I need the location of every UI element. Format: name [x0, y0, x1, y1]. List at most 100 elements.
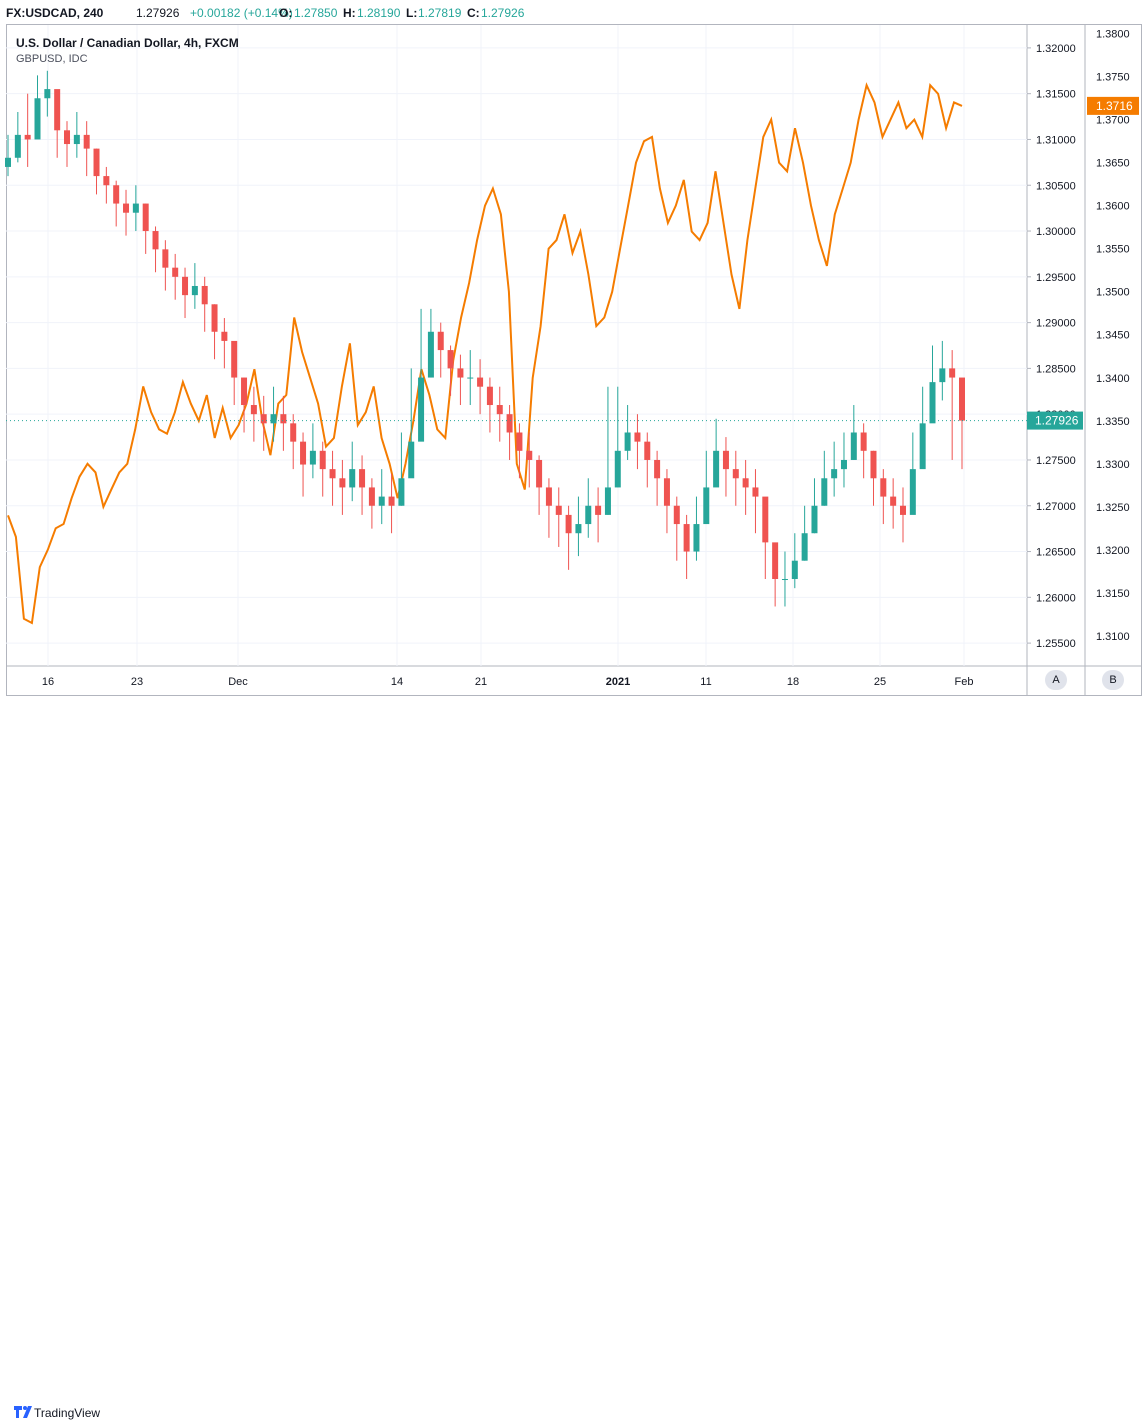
candle-body	[516, 432, 523, 451]
last-price: 1.27926	[136, 6, 180, 20]
candle-body	[496, 405, 503, 415]
close-value: 1.27926	[481, 6, 525, 20]
close-label: C:	[467, 6, 480, 20]
left-price-tick-label: 1.29500	[1036, 272, 1076, 284]
candle-body	[408, 441, 415, 479]
candle-body	[172, 267, 179, 277]
candle-body	[791, 560, 798, 580]
candle-body	[231, 340, 238, 378]
usdcad-last-price-badge	[1027, 411, 1083, 430]
left-price-tick-label: 1.25500	[1036, 638, 1076, 650]
open-value: 1.27850	[294, 6, 338, 20]
tradingview-brand[interactable]: TradingView	[34, 1406, 101, 1420]
time-tick-label: 25	[874, 676, 886, 688]
candle-body	[673, 505, 680, 525]
tradingview-logo-icon[interactable]	[14, 1404, 32, 1420]
candle-body	[349, 469, 356, 488]
right-price-tick-label: 1.3100	[1096, 631, 1130, 643]
time-tick-label: 16	[42, 676, 54, 688]
candle-body	[398, 478, 405, 506]
candle-body	[437, 331, 444, 351]
time-tick-label: 18	[787, 676, 799, 688]
candle-body	[506, 414, 513, 433]
candle-body	[860, 432, 867, 451]
candle-body	[359, 469, 366, 488]
candle-body	[378, 496, 385, 506]
symbol-header: FX:USDCAD, 240 1.27926 +0.00182 (+0.14%)…	[0, 0, 1144, 26]
candle-body	[585, 505, 592, 525]
candle-body	[467, 377, 474, 379]
candle-body	[250, 405, 257, 415]
right-price-tick-label: 1.3400	[1096, 373, 1130, 385]
candle-body	[447, 350, 454, 369]
symbol-label[interactable]: FX:USDCAD, 240	[6, 6, 104, 20]
time-tick-label: 11	[700, 676, 711, 688]
usdcad-candles	[5, 70, 965, 607]
right-price-tick-label: 1.3250	[1096, 502, 1130, 514]
candle-body	[959, 377, 965, 421]
right-price-tick-label: 1.3300	[1096, 459, 1130, 471]
right-price-tick-label: 1.3550	[1096, 244, 1130, 256]
candle-body	[54, 89, 61, 131]
candle-body	[949, 368, 956, 378]
candle-body	[113, 185, 120, 204]
candle-body	[821, 478, 828, 506]
auto-scale-b-button[interactable]: B	[1102, 670, 1124, 690]
candle-body	[909, 469, 916, 515]
candle-body	[781, 579, 788, 581]
candle-body	[329, 469, 336, 479]
candle-body	[103, 176, 110, 186]
candle-body	[191, 285, 198, 296]
time-tick-label: 21	[475, 676, 487, 688]
candle-body	[93, 148, 100, 177]
candle-body	[24, 134, 31, 140]
time-tick-label: 2021	[606, 676, 630, 688]
candle-body	[260, 414, 267, 424]
candle-body	[840, 459, 847, 470]
price-chart[interactable]: 1.32000 1.31500 1.31000 1.30500 1.30000 1.295…	[0, 0, 1144, 700]
candle-body	[280, 414, 287, 424]
candle-body	[142, 203, 149, 232]
candle-body	[64, 130, 71, 145]
candle-body	[742, 478, 749, 488]
candle-body	[939, 368, 946, 383]
candle-body	[752, 487, 759, 497]
right-price-tick-label: 1.3500	[1096, 287, 1130, 299]
candle-body	[309, 450, 316, 465]
gbpusd-last-price-badge	[1087, 96, 1139, 115]
right-price-tick-label: 1.3600	[1096, 201, 1130, 213]
candle-body	[899, 505, 906, 515]
auto-scale-a-button[interactable]: A	[1045, 670, 1067, 690]
time-tick-label: Feb	[955, 676, 974, 688]
time-tick-label: 14	[391, 676, 403, 688]
low-label: L:	[406, 6, 418, 20]
candle-body	[890, 496, 897, 506]
gbpusd-line	[7, 82, 963, 625]
candle-body	[427, 331, 434, 378]
candle-body	[300, 441, 307, 465]
right-price-tick-label: 1.3450	[1096, 330, 1130, 342]
left-price-tick-label: 1.32000	[1036, 43, 1076, 55]
left-price-tick-label: 1.31500	[1036, 89, 1076, 101]
right-price-tick-label: 1.3750	[1096, 72, 1130, 84]
time-tick-label: 23	[131, 676, 143, 688]
candle-body	[919, 423, 926, 470]
candle-body	[241, 377, 248, 406]
candle-body	[663, 478, 670, 506]
candle-body	[418, 377, 425, 442]
candle-body	[536, 459, 543, 488]
candle-body	[831, 469, 838, 479]
candle-body	[182, 276, 189, 296]
candle-body	[604, 487, 611, 515]
candle-body	[34, 98, 41, 140]
candle-body	[693, 524, 700, 552]
compare-series-legend[interactable]: GBPUSD, IDC	[16, 53, 88, 65]
candle-body	[290, 423, 297, 442]
candle-body	[545, 487, 552, 506]
candle-body	[339, 478, 346, 488]
main-series-legend[interactable]: U.S. Dollar / Canadian Dollar, 4h, FXCM	[16, 36, 239, 50]
candle-body	[319, 450, 326, 470]
usdcad-last-price-text: 1.27926	[1035, 414, 1079, 428]
chart-frame	[6, 24, 1142, 696]
right-price-tick-label: 1.3200	[1096, 545, 1130, 557]
